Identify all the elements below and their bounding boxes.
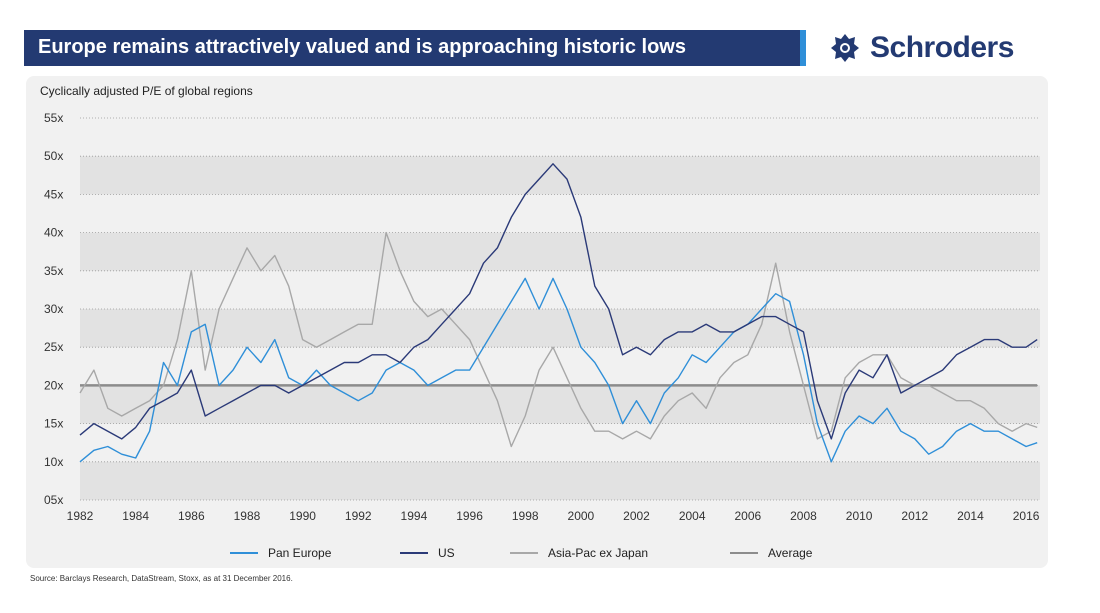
y-tick-label: 50x xyxy=(44,149,63,163)
legend-label: Pan Europe xyxy=(268,546,332,560)
x-tick-label: 1994 xyxy=(401,509,428,523)
title-bar xyxy=(24,30,800,66)
y-tick-label: 15x xyxy=(44,417,63,431)
y-tick-label: 05x xyxy=(44,493,63,507)
x-tick-label: 2014 xyxy=(957,509,984,523)
y-tick-label: 40x xyxy=(44,226,63,240)
x-tick-label: 1986 xyxy=(178,509,205,523)
legend-label: US xyxy=(438,546,455,560)
x-tick-label: 1996 xyxy=(456,509,483,523)
x-tick-label: 2006 xyxy=(734,509,761,523)
y-tick-label: 45x xyxy=(44,187,63,201)
x-tick-label: 2000 xyxy=(568,509,595,523)
title-accent xyxy=(800,30,806,66)
y-tick-label: 55x xyxy=(44,111,63,125)
x-tick-label: 2012 xyxy=(901,509,928,523)
grid-band xyxy=(80,461,1040,500)
page-title: Europe remains attractively valued and i… xyxy=(38,36,686,58)
x-tick-label: 2016 xyxy=(1013,509,1040,523)
legend-label: Average xyxy=(768,546,813,560)
grid-band xyxy=(80,309,1040,348)
x-tick-label: 1984 xyxy=(122,509,149,523)
source-note: Source: Barclays Research, DataStream, S… xyxy=(30,574,293,583)
legend-label: Asia-Pac ex Japan xyxy=(548,546,648,560)
grid-band xyxy=(80,385,1040,424)
series-line xyxy=(79,231,1038,448)
y-tick-label: 30x xyxy=(44,302,63,316)
x-tick-label: 1992 xyxy=(345,509,372,523)
y-tick-label: 10x xyxy=(44,455,63,469)
grid-band xyxy=(80,232,1040,271)
series-line xyxy=(79,163,1038,440)
y-tick-label: 25x xyxy=(44,340,63,354)
brand-name: Schroders xyxy=(870,31,1014,64)
y-tick-label: 35x xyxy=(44,264,63,278)
x-tick-label: 2010 xyxy=(846,509,873,523)
x-tick-label: 2008 xyxy=(790,509,817,523)
grid-band xyxy=(80,156,1040,195)
series-line xyxy=(79,277,1038,463)
x-tick-label: 2004 xyxy=(679,509,706,523)
crest-icon xyxy=(831,34,859,62)
x-tick-label: 1990 xyxy=(289,509,316,523)
x-tick-label: 1982 xyxy=(67,509,94,523)
x-tick-label: 1988 xyxy=(234,509,261,523)
y-tick-label: 20x xyxy=(44,378,63,392)
x-tick-label: 2002 xyxy=(623,509,650,523)
chart-subtitle: Cyclically adjusted P/E of global region… xyxy=(40,84,253,98)
x-tick-label: 1998 xyxy=(512,509,539,523)
brand-logo: Schroders xyxy=(828,26,1014,70)
